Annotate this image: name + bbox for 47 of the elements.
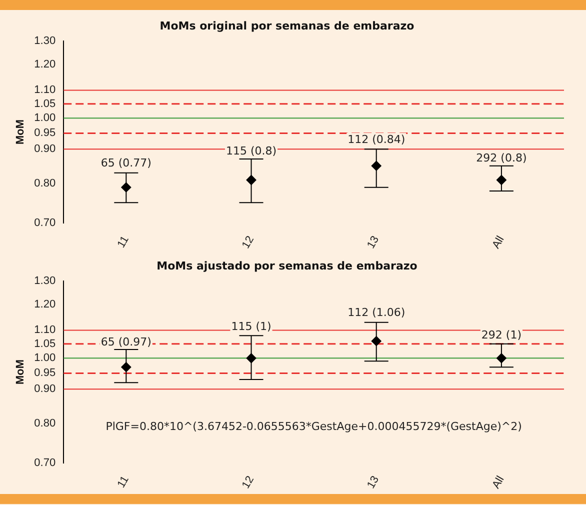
x-tick-label: 13 xyxy=(365,474,382,491)
point xyxy=(121,182,132,192)
y-tick-label: 0.70 xyxy=(34,216,56,229)
x-tick-label: 11 xyxy=(115,474,132,490)
y-tick-label: 1.20 xyxy=(34,58,56,71)
x-tick-label: 11 xyxy=(115,234,132,250)
y-tick-label: 1.00 xyxy=(34,112,56,124)
chart-title: MoMs ajustado por semanas de embarazo xyxy=(156,259,418,272)
y-tick-label: 0.80 xyxy=(34,178,56,190)
point xyxy=(246,353,256,364)
x-tick-label: 12 xyxy=(240,474,256,491)
annotation: PlGF=0.80*10^(3.67452-0.0655563*GestAge+0.000455729*(GestAge)^2) xyxy=(106,420,522,434)
annotation: 112 (0.84) xyxy=(348,133,406,146)
y-axis-title: MoM xyxy=(14,119,27,145)
y-tick-label: 0.90 xyxy=(34,383,56,396)
y-tick-label: 1.20 xyxy=(34,298,56,311)
annotation: 65 (0.77) xyxy=(100,156,152,170)
y-tick-label: 0.90 xyxy=(34,143,56,156)
point xyxy=(496,353,506,364)
annotation: 292 (0.8) xyxy=(476,151,527,164)
point xyxy=(371,160,382,171)
annotation: 65 (0.97) xyxy=(100,335,152,348)
y-tick-label: 1.05 xyxy=(34,338,56,350)
y-tick-label: 0.80 xyxy=(34,418,56,430)
y-tick-label: 0.70 xyxy=(34,456,56,469)
y-tick-label: 1.30 xyxy=(34,275,56,288)
x-tick-label: All xyxy=(490,234,507,251)
annotation: 112 (1.06) xyxy=(348,306,406,319)
y-tick-label: 1.05 xyxy=(34,98,56,110)
x-tick-label: All xyxy=(490,474,507,491)
point xyxy=(496,174,506,185)
y-tick-label: 1.10 xyxy=(34,324,56,336)
x-tick-label: 13 xyxy=(365,234,382,251)
y-tick-label: 1.30 xyxy=(34,35,56,48)
point xyxy=(121,362,132,372)
point xyxy=(371,336,382,346)
chart-title: MoMs original por semanas de embarazo xyxy=(160,19,415,32)
annotation: 115 (1) xyxy=(231,320,272,334)
y-axis-title: MoM xyxy=(14,359,27,385)
y-tick-label: 1.10 xyxy=(34,84,56,96)
y-tick-label: 1.00 xyxy=(34,352,56,364)
y-tick-label: 0.95 xyxy=(34,367,56,380)
annotation: 115 (0.8) xyxy=(226,144,277,158)
x-tick-label: 12 xyxy=(240,234,256,251)
point xyxy=(246,174,256,185)
annotation: 292 (1) xyxy=(481,328,522,342)
y-tick-label: 0.95 xyxy=(34,127,56,140)
